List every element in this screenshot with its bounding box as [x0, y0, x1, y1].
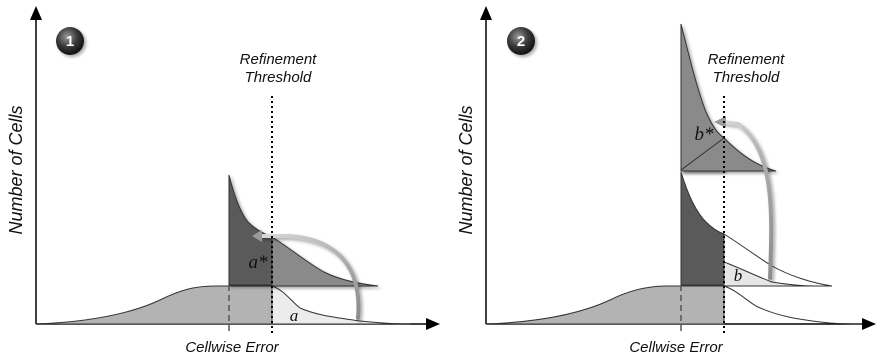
badge-circle	[507, 27, 535, 55]
badge-number: 2	[517, 33, 525, 50]
base-distribution-left	[35, 285, 273, 325]
base-distribution-tail	[723, 285, 863, 325]
x-axis-label: Cellwise Error	[185, 339, 279, 356]
threshold-label-line1: Refinement	[240, 51, 318, 68]
region-b-star-label: b*	[695, 124, 715, 145]
panel-2: 2 Refinement Threshold Cellwise Error Nu…	[456, 6, 876, 356]
region-a-star-area	[271, 236, 379, 287]
x-axis-arrowhead	[426, 318, 440, 330]
threshold-label-line2: Threshold	[245, 69, 312, 86]
x-axis-label: Cellwise Error	[629, 339, 723, 356]
transfer-arrowhead	[714, 116, 726, 128]
threshold-label-line2: Threshold	[713, 69, 780, 86]
region-a-star-label: a*	[249, 252, 269, 273]
x-axis-arrowhead	[862, 318, 876, 330]
region-a-area	[271, 285, 411, 325]
y-axis-label: Number of Cells	[6, 105, 26, 234]
transfer-arrowhead	[252, 230, 262, 242]
region-a-label: a	[290, 306, 299, 325]
transfer-arrow	[722, 120, 774, 280]
panel-1: 1 Refinement Threshold Cellwise Error Nu…	[6, 6, 440, 356]
transfer-arrow	[260, 234, 361, 320]
y-axis-arrowhead	[480, 6, 492, 20]
region-b-label: b	[734, 266, 743, 285]
region-b-area	[723, 261, 816, 287]
badge-number: 1	[66, 33, 74, 50]
badge-circle	[56, 27, 84, 55]
base-distribution-left	[485, 285, 725, 325]
y-axis-label: Number of Cells	[456, 105, 476, 234]
middle-layer-dark-band	[680, 171, 725, 286]
threshold-label-line1: Refinement	[708, 51, 786, 68]
y-axis-arrowhead	[30, 6, 42, 20]
region-b-star-area	[680, 137, 777, 172]
